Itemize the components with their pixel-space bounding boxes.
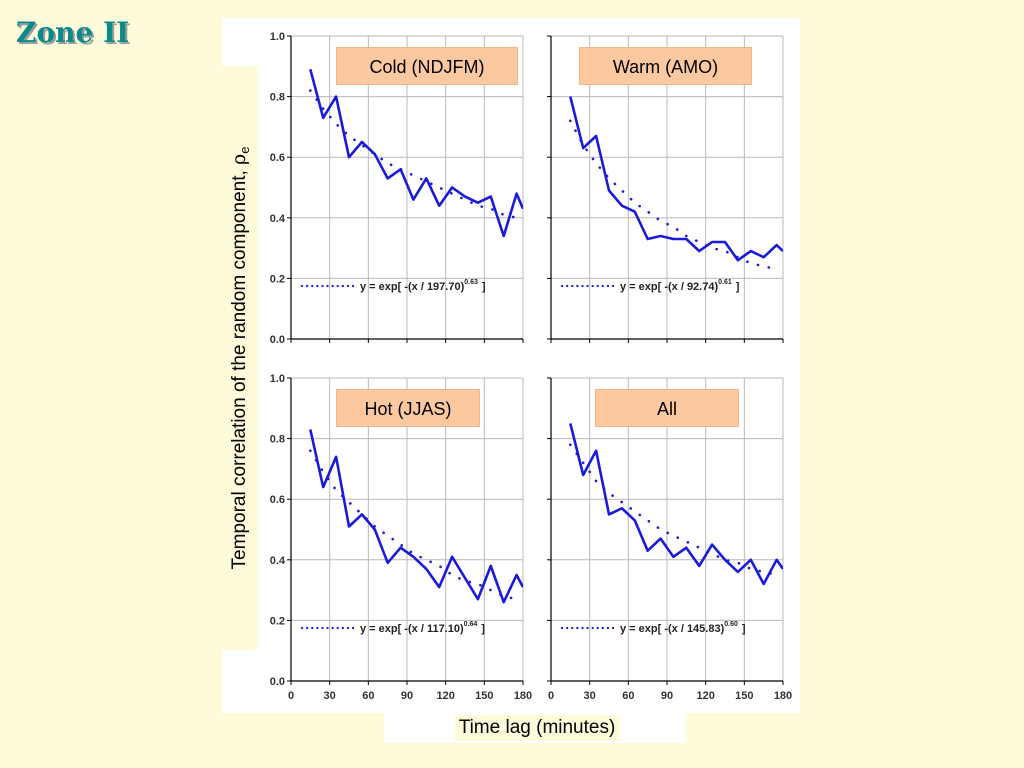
slide-title: Zone II: [16, 16, 130, 49]
observed-curve-solid: [569, 96, 783, 262]
x-tick-label: 0: [288, 690, 294, 702]
y-tick-label: 0.8: [270, 434, 285, 446]
chart-panel-cold: 0.0 0.2 0.4 0.6 0.8 1.0 y = exp[ -(x / 197.70)…: [270, 31, 524, 346]
y-tick-label: 0.6: [270, 152, 285, 164]
y-tick-label: 0.0: [270, 334, 285, 346]
x-tick-label: 120: [436, 690, 454, 702]
legend-equation: y = exp[ -(x / 117.10)0.64]: [360, 621, 485, 635]
y-tick-label: 0.4: [270, 213, 286, 225]
fit-curve-dotted: [308, 89, 518, 220]
observed-curve-solid: [309, 68, 523, 238]
observed-curve-solid: [309, 429, 523, 604]
legend-equation-close: ]: [742, 623, 746, 635]
y-axis-label-subscript: e: [237, 146, 252, 154]
y-tick-label: 1.0: [270, 373, 285, 385]
y-axis-label-symbol: ρ: [228, 153, 250, 165]
y-axis-label-text: Temporal correlation of the random compo…: [229, 164, 250, 570]
figure-card: [222, 18, 800, 743]
x-tick-label: 90: [401, 690, 413, 702]
y-tick-label: 0.0: [270, 676, 285, 688]
figure-edge-fade-right: [686, 713, 800, 743]
x-tick-label: 180: [774, 690, 792, 702]
legend-equation-base: y = exp[ -(x / 197.70): [360, 281, 465, 293]
legend-equation: y = exp[ -(x / 145.83)0.60]: [620, 621, 746, 635]
legend-equation: y = exp[ -(x / 92.74)0.61]: [620, 279, 740, 293]
x-tick-label: 90: [661, 690, 673, 702]
y-axis-label-background: [222, 66, 258, 650]
y-axis-label: Temporal correlation of the random compo…: [228, 147, 252, 570]
panel-label-cold: Cold (NDJFM): [336, 47, 518, 85]
legend-equation-base: y = exp[ -(x / 117.10): [360, 623, 464, 635]
y-tick-label: 0.2: [270, 273, 285, 285]
panel-label-all: All: [595, 389, 739, 427]
legend-equation: y = exp[ -(x / 197.70)0.63]: [360, 279, 486, 293]
x-tick-label: 150: [735, 690, 753, 702]
x-axis-label: Time lag (minutes): [454, 715, 620, 741]
x-tick-label: 150: [475, 690, 493, 702]
chart-panel-all: 0 30 60 90 120 150 180 y = exp[ -(x / 145.83)0.…: [547, 377, 792, 702]
x-tick-label: 120: [696, 690, 714, 702]
legend-equation-close: ]: [481, 623, 485, 635]
legend-equation-close: ]: [736, 281, 740, 293]
x-tick-label: 180: [514, 690, 532, 702]
legend-equation-base: y = exp[ -(x / 145.83): [620, 623, 725, 635]
x-tick-label: 30: [584, 690, 596, 702]
legend-equation-close: ]: [482, 281, 486, 293]
y-tick-label: 0.6: [270, 494, 285, 506]
chart-panel-hot: 0.0 0.2 0.4 0.6 0.8 1.0 0 30 60 90 120 150 180 y = ex…: [270, 373, 532, 702]
y-tick-label: 0.2: [270, 615, 285, 627]
fit-curve-dotted: [568, 119, 778, 271]
legend-equation-base: y = exp[ -(x / 92.74): [620, 281, 718, 293]
figure-edge-fade-left: [222, 713, 384, 743]
x-tick-label: 60: [622, 690, 634, 702]
legend-equation-exponent: 0.63: [464, 279, 478, 286]
panel-label-warm: Warm (AMO): [579, 47, 752, 85]
legend-equation-exponent: 0.60: [724, 621, 738, 628]
y-tick-label: 1.0: [270, 31, 285, 43]
x-tick-label: 30: [324, 690, 336, 702]
panel-label-hot: Hot (JJAS): [336, 389, 480, 427]
x-tick-label: 0: [548, 690, 554, 702]
y-tick-label: 0.8: [270, 92, 285, 104]
observed-curve-solid: [569, 423, 783, 586]
legend-equation-exponent: 0.64: [464, 621, 478, 628]
x-tick-label: 60: [362, 690, 374, 702]
chart-panel-warm: y = exp[ -(x / 92.74)0.61]: [547, 35, 784, 343]
y-tick-label: 0.4: [270, 555, 286, 567]
fit-curve-dotted: [568, 443, 778, 577]
legend-equation-exponent: 0.61: [718, 279, 732, 286]
